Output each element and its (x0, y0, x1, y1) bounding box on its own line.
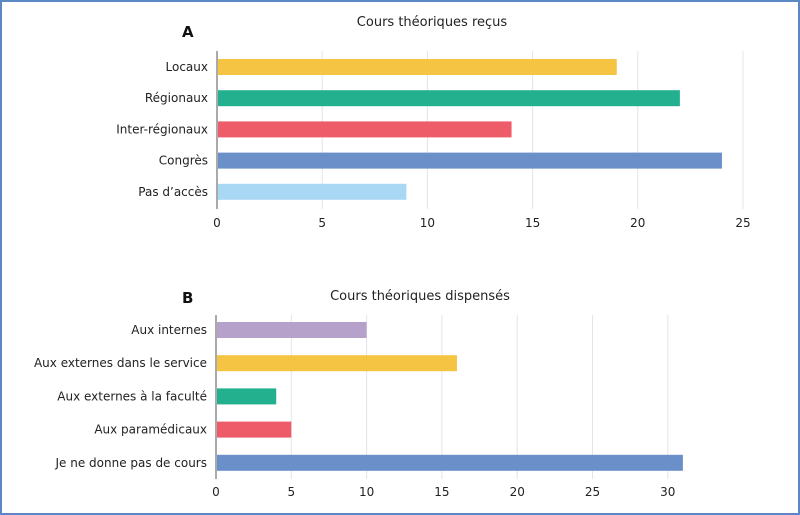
category-label-b-1: Aux externes dans le service (34, 356, 207, 370)
tick-label-b-1: 5 (287, 485, 295, 499)
tick-label-b-5: 25 (585, 485, 600, 499)
tick-label-a-4: 20 (630, 216, 645, 230)
tick-label-a-5: 25 (735, 216, 750, 230)
bar-a-1 (218, 90, 680, 107)
category-label-a-1: Régionaux (145, 91, 208, 105)
chart-a-title: Cours théoriques reçus (357, 15, 508, 30)
category-label-b-4: Je ne donne pas de cours (55, 456, 208, 470)
category-label-a-3: Congrès (159, 154, 208, 168)
tick-label-b-3: 15 (434, 485, 449, 499)
category-label-b-3: Aux paramédicaux (94, 423, 207, 437)
bar-a-2 (218, 121, 512, 138)
panel-letter-a: A (182, 23, 194, 41)
chart-b: B Cours théoriques dispensés 0 5 10 15 20 25 3… (34, 289, 683, 499)
category-label-a-4: Pas d’accès (138, 185, 208, 199)
bar-b-4 (217, 454, 683, 471)
tick-label-a-1: 5 (318, 216, 326, 230)
tick-label-b-6: 30 (660, 485, 675, 499)
category-label-a-2: Inter-régionaux (116, 122, 208, 136)
bar-b-0 (217, 322, 367, 338)
category-label-a-0: Locaux (166, 60, 208, 74)
tick-label-b-0: 0 (212, 485, 220, 499)
bar-b-1 (217, 355, 457, 372)
chart-a: A Cours théoriques reçus 0 5 10 15 20 25 Locau… (116, 15, 750, 230)
category-label-b-2: Aux externes à la faculté (57, 389, 207, 403)
tick-label-a-0: 0 (213, 216, 221, 230)
tick-label-b-4: 20 (510, 485, 525, 499)
bar-a-0 (218, 59, 617, 75)
tick-label-a-3: 15 (525, 216, 540, 230)
bar-b-3 (217, 421, 292, 438)
panel-letter-b: B (182, 289, 193, 307)
tick-label-a-2: 10 (420, 216, 435, 230)
bar-a-4 (218, 183, 407, 200)
chart-b-title: Cours théoriques dispensés (330, 289, 510, 304)
bar-b-2 (217, 388, 277, 405)
category-label-b-0: Aux internes (131, 323, 207, 337)
bar-a-3 (218, 152, 722, 169)
tick-label-b-2: 10 (359, 485, 374, 499)
